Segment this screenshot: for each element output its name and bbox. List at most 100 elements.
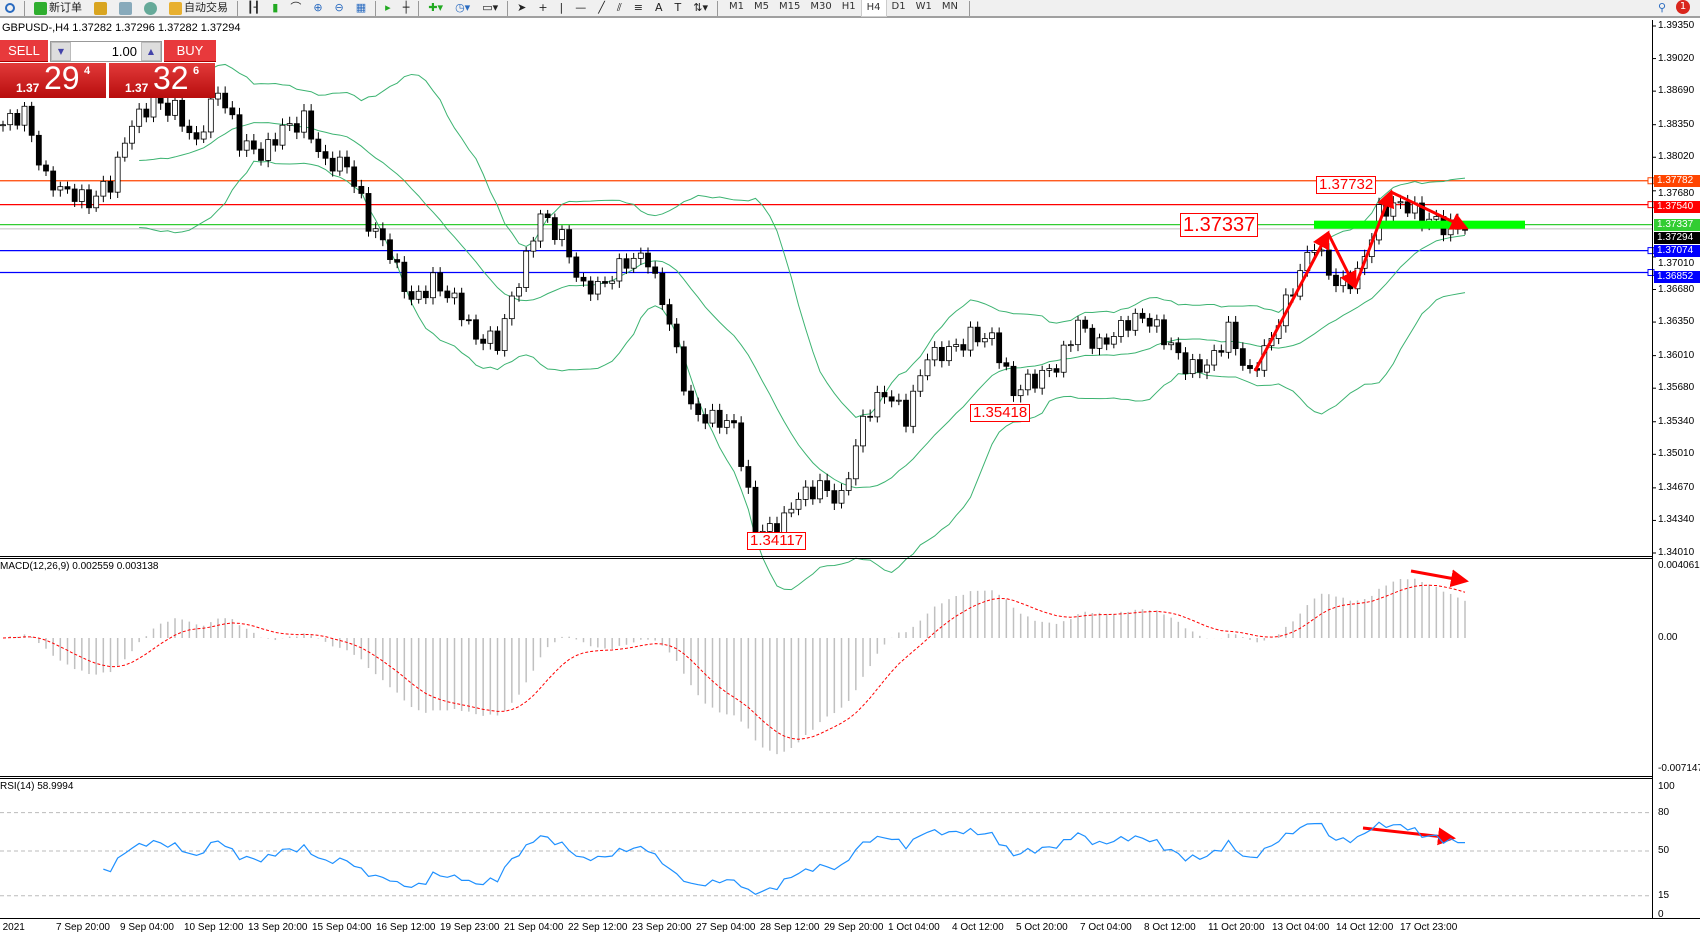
signals-button[interactable] xyxy=(116,0,135,16)
lot-increase-button[interactable]: ▲ xyxy=(141,42,161,61)
timeframe-h4[interactable]: H4 xyxy=(860,0,887,17)
notification-badge[interactable]: 1 xyxy=(1676,0,1690,14)
vertical-line-tool[interactable]: | xyxy=(559,1,564,14)
time-axis[interactable]: Sep 2021 7 Sep 20:00 9 Sep 04:00 10 Sep 12:… xyxy=(0,918,1700,936)
bollinger-middle-line xyxy=(139,122,1466,489)
bear-candle xyxy=(365,193,372,232)
indicators-button[interactable]: ✚▾ xyxy=(428,1,444,14)
bull-candle xyxy=(1390,202,1397,217)
bull-candle xyxy=(1060,344,1067,373)
price-tick-label: 1.38020 xyxy=(1658,151,1695,163)
trendline-tool[interactable]: ╱ xyxy=(598,1,605,14)
bar-chart-button[interactable]: ┃┨ xyxy=(247,1,261,14)
timeframe-m1[interactable]: M1 xyxy=(729,1,745,12)
bull-candle xyxy=(946,346,952,362)
horizontal-line-tool[interactable]: — xyxy=(575,1,587,14)
timeframe-m5[interactable]: M5 xyxy=(754,1,770,12)
timeframe-m15[interactable]: M15 xyxy=(779,1,801,12)
text-tool[interactable]: A xyxy=(655,1,663,14)
zoom-in-button[interactable]: ⊕ xyxy=(313,1,323,14)
sell-button[interactable]: SELL xyxy=(0,40,48,62)
annotation-low[interactable]: 1.34117 xyxy=(747,532,807,550)
pane-separator[interactable] xyxy=(0,556,1652,559)
level-price-tag[interactable]: 1.37782 xyxy=(1654,174,1700,187)
line-chart-button[interactable]: ⌒ xyxy=(290,1,302,14)
cursor-tool[interactable]: ➤ xyxy=(514,0,529,16)
tile-windows-button[interactable]: ▦ xyxy=(355,1,367,14)
timeframe-h1[interactable]: H1 xyxy=(841,1,856,12)
new-order-icon xyxy=(34,1,47,15)
rsi-axis-label: 50 xyxy=(1658,845,1670,856)
annotation-swing-low[interactable]: 1.35418 xyxy=(970,404,1031,422)
periods-button[interactable]: ◷▾ xyxy=(455,1,471,14)
bull-candle xyxy=(709,409,716,424)
bull-candle xyxy=(845,478,852,491)
bull-candle xyxy=(0,124,6,127)
bull-candle xyxy=(136,108,143,127)
timeframe-mn[interactable]: MN xyxy=(941,1,958,12)
buy-price[interactable]: 1.37 32 6 xyxy=(109,60,215,98)
lot-size-input[interactable]: ▼ 1.00 ▲ xyxy=(50,41,162,62)
sell-price[interactable]: 1.37 29 4 xyxy=(0,60,106,98)
autotrading-button[interactable]: 自动交易 xyxy=(166,0,231,16)
bull-candle xyxy=(1017,389,1024,397)
level-price-tag[interactable]: 1.37074 xyxy=(1654,244,1700,257)
lot-decrease-button[interactable]: ▼ xyxy=(51,42,71,61)
search-icon[interactable]: ⚲ xyxy=(1657,0,1666,14)
bear-candle xyxy=(652,266,659,274)
time-tick-label: 15 Sep 04:00 xyxy=(312,922,372,933)
price-tick-label: 1.36010 xyxy=(1658,349,1695,361)
crosshair-icon: + xyxy=(538,1,548,14)
level-price-tag[interactable]: 1.37540 xyxy=(1654,200,1700,213)
annotation-high[interactable]: 1.37732 xyxy=(1316,176,1377,194)
market-button[interactable] xyxy=(141,0,160,16)
chart-title: GBPUSD-,H4 1.37282 1.37296 1.37282 1.372… xyxy=(2,22,241,34)
channel-tool[interactable]: ⫽ xyxy=(616,1,622,14)
bear-candle xyxy=(974,326,981,343)
toolbar-button-search[interactable] xyxy=(2,0,18,16)
rsi-axis-label: 15 xyxy=(1658,889,1670,901)
bear-candle xyxy=(1032,373,1038,389)
bear-candle xyxy=(645,252,651,268)
text-label-tool[interactable]: T xyxy=(674,1,682,14)
bear-candle xyxy=(888,396,895,402)
macd-axis-label: -0.007147 xyxy=(1658,763,1700,774)
zoom-out-button[interactable]: ⊖ xyxy=(334,1,344,14)
rsi-axis-label: 80 xyxy=(1658,806,1670,818)
level-price-tag[interactable]: 1.36852 xyxy=(1654,270,1700,283)
arrows-tool[interactable]: ⇅▾ xyxy=(693,1,709,14)
timeframe-d1[interactable]: D1 xyxy=(891,1,906,12)
bear-candle xyxy=(1146,317,1153,327)
bull-candle xyxy=(200,131,207,140)
bear-candle xyxy=(1218,350,1225,353)
bull-candle xyxy=(516,287,522,297)
buy-button[interactable]: BUY xyxy=(164,40,216,62)
annotation-level[interactable]: 1.37337 xyxy=(1180,213,1259,237)
candle-chart-button[interactable]: ▮ xyxy=(272,1,279,14)
bull-candle xyxy=(817,480,823,500)
lot-value[interactable]: 1.00 xyxy=(111,44,137,59)
chart-shift-button[interactable]: ┼ xyxy=(402,1,410,14)
pane-separator[interactable] xyxy=(0,776,1652,779)
price-tick-label: 1.36680 xyxy=(1658,283,1695,295)
crosshair-tool[interactable]: + xyxy=(535,0,550,16)
bull-candle xyxy=(150,95,157,118)
timeframe-m30[interactable]: M30 xyxy=(810,1,832,12)
autoscroll-button[interactable]: ▸ xyxy=(385,1,391,14)
templates-button[interactable]: ▭▾ xyxy=(482,1,499,14)
bull-candle xyxy=(301,110,307,133)
level-price-tag[interactable]: 1.37337 xyxy=(1654,218,1700,231)
search-icon xyxy=(5,3,15,13)
bull-candle xyxy=(372,228,379,232)
bull-candle xyxy=(989,332,995,339)
timeframe-w1[interactable]: W1 xyxy=(915,1,932,12)
bear-candle xyxy=(179,99,186,127)
history-button[interactable] xyxy=(91,0,110,16)
separator xyxy=(237,0,238,16)
new-order-button[interactable]: 新订单 xyxy=(31,0,85,16)
price-axis-line xyxy=(1652,20,1653,918)
bear-candle xyxy=(344,156,350,168)
bear-candle xyxy=(688,390,694,405)
fibonacci-tool[interactable]: ≡ xyxy=(633,1,644,14)
